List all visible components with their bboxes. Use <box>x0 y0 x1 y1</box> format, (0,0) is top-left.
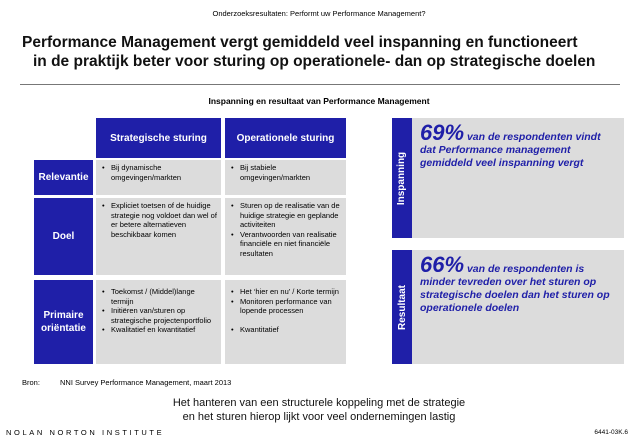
bullet-item: Expliciet toetsen of de huidige strategi… <box>102 201 217 239</box>
tab-resultaat: Resultaat <box>392 250 412 364</box>
stat-percent-resultaat: 66% <box>420 252 465 277</box>
cell-relevantie-strategic: Bij dynamische omgevingen/markten <box>96 160 221 195</box>
tab-resultaat-label: Resultaat <box>396 284 408 330</box>
bullet-item: Toekomst / (Middel)lange termijn <box>102 287 217 306</box>
top-label: Onderzoeksresultaten: Performt uw Perfor… <box>212 9 426 18</box>
conclusion-line-1: Het hanteren van een structurele koppeli… <box>172 397 466 409</box>
cell-doel-strategic: Expliciet toetsen of de huidige strategi… <box>96 198 221 275</box>
headline-line-1: Performance Management vergt gemiddeld v… <box>22 34 578 51</box>
col-header-operational: Operationele sturing <box>225 118 346 158</box>
bullet-item: Kwantitatief <box>231 325 342 335</box>
bullet-item: Bij dynamische omgevingen/markten <box>102 163 217 182</box>
bullet-item: Bij stabiele omgevingen/markten <box>231 163 342 182</box>
headline: Performance Management vergt gemiddeld v… <box>22 33 632 71</box>
bullet-item: Sturen op de realisatie van de huidige s… <box>231 201 342 230</box>
stat-box-inspanning: 69% van de respondenten vindt dat Perfor… <box>412 118 624 238</box>
brand-logo-text: NOLAN NORTON INSTITUTE <box>6 428 165 437</box>
col-header-strategic: Strategische sturing <box>96 118 221 158</box>
bullet-item: Monitoren performance van lopende proces… <box>231 297 342 316</box>
stat-percent-inspanning: 69% <box>420 120 465 145</box>
conclusion-line-2: en het sturen hierop lijkt voor veel ond… <box>182 411 456 423</box>
slide-code: 6441-03K.6 <box>594 429 628 436</box>
bullet-item: Initiëren van/sturen op strategische pro… <box>102 306 217 325</box>
conclusion: Het hanteren van een structurele koppeli… <box>0 396 638 424</box>
tab-inspanning: Inspanning <box>392 118 412 238</box>
headline-line-2: in de praktijk beter voor sturing op ope… <box>33 53 596 70</box>
stat-text-inspanning: van de respondenten vindt dat Performanc… <box>420 131 601 169</box>
cell-doel-operational: Sturen op de realisatie van de huidige s… <box>225 198 346 275</box>
bullet-item: Verantwoorden van realisatie financiële … <box>231 230 342 259</box>
stat-box-resultaat: 66% van de respondenten is minder tevred… <box>412 250 624 364</box>
bullet-item: Het ‘hier en nu’ / Korte termijn <box>231 287 342 297</box>
cell-relevantie-operational: Bij stabiele omgevingen/markten <box>225 160 346 195</box>
divider <box>20 84 620 85</box>
stat-text-resultaat: van de respondenten is minder tevreden o… <box>420 263 610 314</box>
row-header-doel: Doel <box>34 198 93 275</box>
bullet-item: Kwalitatief en kwantitatief <box>102 325 217 335</box>
source-note: Bron: NNI Survey Performance Management, … <box>22 378 231 387</box>
cell-orientatie-operational: Het ‘hier en nu’ / Korte termijn Monitor… <box>225 280 346 364</box>
source-text: NNI Survey Performance Management, maart… <box>60 378 232 387</box>
cell-orientatie-strategic: Toekomst / (Middel)lange termijn Initiër… <box>96 280 221 364</box>
row-header-relevantie: Relevantie <box>34 160 93 195</box>
subtitle: Inspanning en resultaat van Performance … <box>208 96 430 106</box>
tab-inspanning-label: Inspanning <box>396 151 408 205</box>
row-header-primaire-orientatie: Primaire oriëntatie <box>34 280 93 364</box>
source-label: Bron: <box>22 378 40 387</box>
